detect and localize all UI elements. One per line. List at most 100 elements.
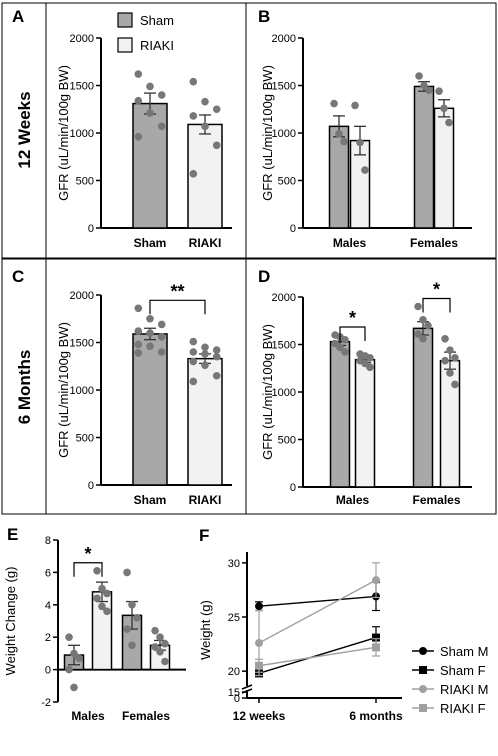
data-point-F [255,661,263,670]
y-tick-label-E: 2 [45,632,51,644]
data-point-C [212,352,221,361]
category-label-A: Sham [134,236,167,250]
data-point-A [201,97,209,106]
y-tick-label-C: 500 [76,433,94,445]
legend-marker-F [419,647,427,655]
category-label-C: Sham [134,493,167,507]
data-point-E [93,594,101,603]
panel-letter-C: C [12,267,24,286]
category-label-C: RIAKI [189,493,222,507]
data-point-E [156,647,164,656]
panel-letter-A: A [12,7,24,26]
data-point-B [435,87,443,95]
y-tick-label-F: 20 [228,666,240,678]
data-point-A [189,112,198,120]
y-axis-label-A: GFR (uL/min/100g BW) [56,65,71,201]
significance-label-D: * [433,280,440,300]
data-point-D [366,363,374,372]
data-point-B [445,118,453,127]
data-point-E [103,589,111,598]
legend-label-F: Sham M [440,644,488,659]
data-point-C [157,333,166,341]
data-point-A [157,91,166,99]
y-tick-label-C: 1000 [70,385,94,397]
data-point-A [212,105,221,114]
panel-letter-F: F [199,526,209,545]
data-point-B [420,81,428,90]
data-point-D [419,335,427,343]
y-axis-label-F: Weight (g) [198,600,213,660]
data-point-A [189,170,198,178]
significance-bracket-D [422,297,451,313]
y-tick-label-E: 0 [45,665,51,677]
data-point-B [335,130,343,138]
bar-B-riaki [433,107,455,229]
category-label-B: Females [410,236,458,250]
data-point-E [123,568,131,577]
legend-swatch-riaki [117,37,133,53]
data-point-D [341,335,349,344]
y-tick-label-B: 1500 [272,81,296,93]
data-point-C [189,357,198,366]
y-tick-label-A: 2000 [70,33,94,45]
data-point-A [146,109,154,117]
bar-D-riaki [354,358,376,488]
category-label-E: Females [122,709,170,723]
data-point-E [128,601,136,609]
data-point-E [151,643,159,651]
y-tick-label-F: 15 [228,687,240,699]
data-point-C [189,337,198,346]
data-point-E [123,625,131,633]
data-point-B [425,86,433,95]
legend-marker-F [419,666,427,674]
row-label-12-weeks: 12 Weeks [15,91,34,168]
data-point-E [75,654,83,663]
data-point-D [451,380,459,389]
data-point-E [65,633,73,641]
panel-letter-B: B [258,7,270,26]
y-tick-label-E: 8 [45,535,51,547]
data-point-D [441,356,449,365]
y-tick-label-B: 2000 [272,33,296,45]
data-point-F [372,633,380,642]
data-point-B [415,72,423,80]
data-point-A [134,133,143,141]
panel-letter-E: E [7,525,18,544]
y-tick-label-C: 0 [88,480,94,492]
legend-label-F: RIAKI M [440,682,488,697]
bar-A-sham [132,102,168,229]
panel-letter-D: D [258,267,270,286]
y-tick-label-A: 500 [76,176,94,188]
data-point-D [446,369,454,377]
data-point-F [255,602,263,611]
data-point-E [70,683,78,692]
y-tick-label-A: 1500 [70,81,94,93]
series-line-sham-f [258,636,377,675]
data-point-D [341,348,349,356]
data-point-E [156,633,164,641]
data-point-A [134,96,143,105]
data-point-C [189,377,198,386]
legend-marker-F [419,704,427,712]
significance-label-D: * [349,308,356,328]
y-tick-label-F: 0 [234,693,240,705]
y-tick-label-C: 1500 [70,338,94,350]
y-tick-label-B: 0 [290,223,296,235]
category-label-D: Males [336,493,370,507]
legend: Sham RIAKI [117,12,174,53]
data-point-C [134,304,143,313]
significance-bracket-D [339,326,366,341]
data-point-E [161,657,169,666]
data-point-C [157,348,166,356]
data-point-D [336,343,344,352]
data-point-A [157,122,166,131]
data-point-F [372,643,380,652]
data-point-E [98,584,106,593]
significance-label-C: ** [170,281,184,301]
data-point-C [134,340,143,349]
data-point-B [356,138,364,147]
data-point-B [440,104,448,113]
y-tick-label-E: 4 [45,600,51,612]
